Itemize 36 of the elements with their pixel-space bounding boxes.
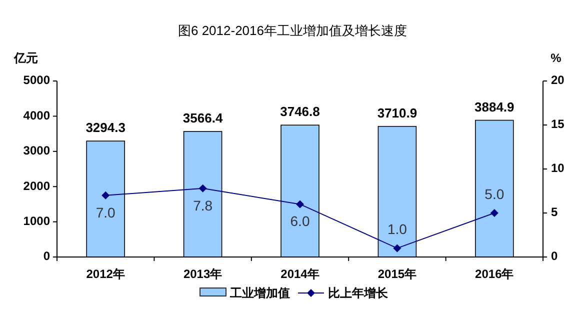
- y-tick-label: 4000: [23, 108, 50, 122]
- data-label: 7.8: [193, 197, 213, 214]
- y2-tick-label: 5: [551, 205, 558, 220]
- x-tick-label: 2014年: [280, 267, 320, 281]
- data-label: 5.0: [484, 186, 504, 202]
- y-tick-label: 5000: [23, 73, 50, 88]
- data-label: 3746.8: [280, 104, 320, 120]
- legend-label: 比上年增长: [328, 286, 389, 300]
- point: [102, 191, 110, 200]
- y-tick-label: 1000: [23, 214, 50, 228]
- point: [198, 184, 207, 192]
- legend-label: 工业增加值: [229, 286, 290, 300]
- x-tick-label: 2016年: [475, 267, 514, 281]
- y2-tick-label: 15: [551, 117, 565, 132]
- y2-tick-label: 0: [551, 249, 558, 264]
- data-label: 3566.4: [182, 110, 224, 126]
- data-label: 3884.9: [474, 99, 514, 114]
- x-tick-label: 2013年: [183, 267, 222, 281]
- data-label: 1.0: [387, 221, 408, 238]
- data-label: 6.0: [290, 213, 310, 230]
- point: [296, 200, 304, 208]
- x-tick-label: 2015年: [378, 267, 417, 281]
- data-label: 3710.9: [377, 105, 418, 120]
- y-tick-label: 2000: [23, 178, 50, 193]
- y-axis-title: 亿元: [13, 51, 38, 65]
- x-tick-label: 2012年: [86, 267, 125, 281]
- y2-tick-label: 10: [551, 161, 565, 176]
- point: [490, 209, 498, 217]
- y2-axis-title: %: [550, 51, 562, 65]
- y-tick-label: 0: [43, 249, 50, 264]
- point: [393, 244, 402, 252]
- data-label: 3294.3: [86, 120, 126, 136]
- y-tick-label: 3000: [23, 144, 50, 158]
- y2-tick-label: 20: [551, 73, 565, 88]
- data-label: 7.0: [96, 204, 116, 220]
- chart-title: 图6 2012-2016年工业增加值及增长速度: [178, 23, 408, 38]
